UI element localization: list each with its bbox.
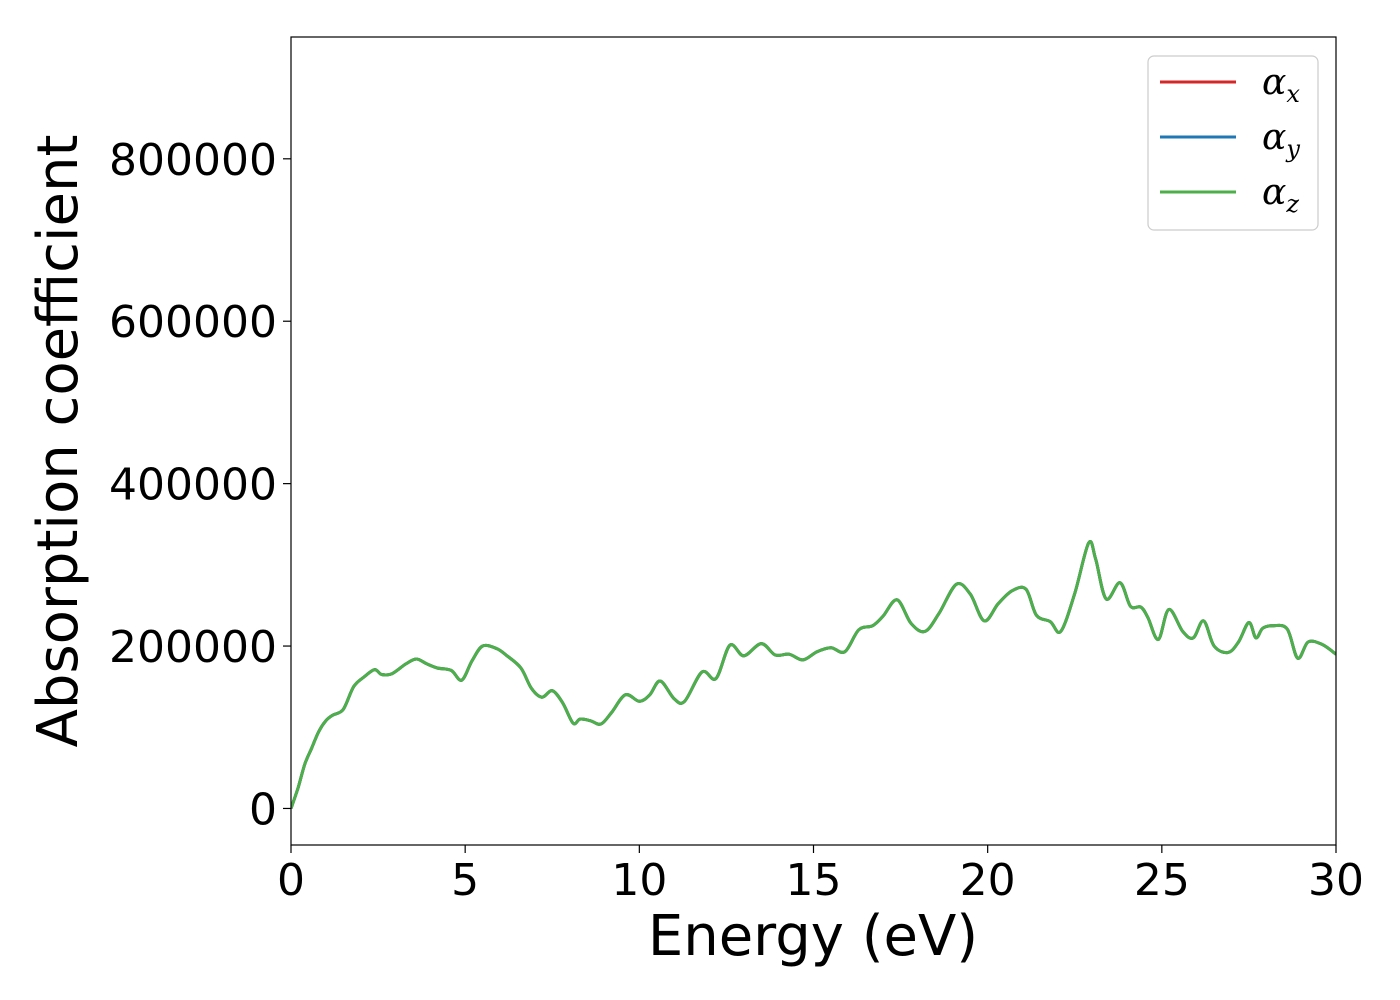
y-tick-label: 400000	[109, 460, 277, 511]
y-tick-label: 200000	[109, 622, 277, 673]
x-tick-label: 30	[1308, 855, 1364, 906]
legend-label-alpha-x: αx	[1262, 62, 1300, 108]
y-tick-label: 0	[249, 784, 277, 835]
x-tick-label: 10	[611, 855, 667, 906]
y-axis: 0 200000 400000 600000 800000	[109, 135, 291, 835]
x-tick-label: 5	[451, 855, 479, 906]
legend-label-alpha-y: αy	[1262, 117, 1300, 163]
series-layer	[291, 540, 1336, 809]
x-tick-label: 15	[786, 855, 842, 906]
y-axis-title: Absorption coefficient	[26, 135, 91, 748]
x-axis-title: Energy (eV)	[648, 904, 978, 969]
legend: αx αy αz	[1147, 55, 1319, 231]
x-axis: 0 5 10 15 20 25 30	[277, 845, 1364, 906]
legend-label-alpha-z: αz	[1262, 172, 1299, 218]
x-tick-label: 0	[277, 855, 305, 906]
x-tick-label: 25	[1134, 855, 1190, 906]
legend-box	[1147, 55, 1319, 231]
series-line-alpha-z	[291, 540, 1336, 809]
x-tick-label: 20	[960, 855, 1016, 906]
y-tick-label: 600000	[109, 297, 277, 348]
y-tick-label: 800000	[109, 135, 277, 186]
